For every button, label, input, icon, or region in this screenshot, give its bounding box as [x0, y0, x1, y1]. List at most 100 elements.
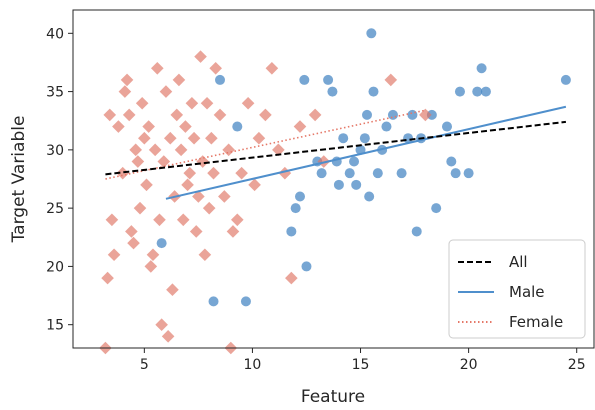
male-point — [327, 86, 338, 97]
female-point — [218, 190, 231, 203]
female-point — [189, 225, 203, 238]
male-point — [476, 63, 487, 74]
female-point — [166, 283, 179, 297]
female-point — [161, 330, 175, 343]
x-tick-label: 5 — [140, 357, 149, 373]
female-point — [125, 225, 138, 238]
male-point — [407, 109, 418, 120]
female-point — [120, 73, 134, 87]
female-point — [163, 131, 177, 145]
male-point — [232, 121, 243, 132]
male-point — [290, 203, 301, 214]
legend: All Male Female — [448, 239, 586, 339]
male-point — [215, 74, 226, 85]
female-point — [265, 61, 279, 75]
x-tick-label: 25 — [568, 357, 586, 373]
female-point — [138, 131, 151, 145]
female-point — [159, 85, 173, 98]
female-point — [419, 108, 432, 122]
male-point — [362, 109, 373, 120]
male-point — [286, 226, 297, 237]
male-point — [472, 86, 483, 97]
all-fit-line — [105, 120, 567, 176]
male-point — [387, 109, 398, 120]
male-point — [463, 168, 474, 179]
female-point — [176, 213, 190, 227]
female-point — [151, 61, 164, 75]
female-point — [207, 166, 220, 180]
male-point — [426, 109, 437, 120]
data-markers — [99, 28, 571, 355]
female-point — [308, 108, 322, 122]
female-point — [105, 213, 119, 227]
male-point — [454, 86, 465, 97]
female-point — [194, 50, 207, 63]
female-point — [116, 166, 130, 180]
y-tick-label: 25 — [46, 201, 64, 217]
legend-label-all: All — [509, 253, 528, 271]
legend-label-male: Male — [509, 283, 545, 301]
legend-box — [448, 239, 586, 339]
y-tick-label: 35 — [46, 85, 64, 101]
female-point — [226, 225, 240, 238]
female-point — [146, 248, 160, 262]
male-point — [446, 156, 457, 167]
female-point — [293, 120, 307, 133]
female-point — [172, 73, 186, 87]
male-point — [560, 74, 571, 85]
female-point — [209, 61, 222, 75]
male-point — [431, 203, 442, 214]
female-point — [198, 248, 212, 262]
legend-label-female: Female — [509, 313, 563, 331]
female-point — [118, 85, 132, 98]
male-point — [156, 238, 167, 249]
male-point — [208, 296, 219, 307]
male-point — [364, 191, 375, 202]
axis-ticks: 5 10 15 20 25 15 20 25 30 35 40 — [46, 26, 585, 373]
female-point — [183, 166, 197, 180]
female-point — [285, 271, 298, 285]
male-point — [396, 168, 407, 179]
male-point — [368, 86, 379, 97]
male-point — [338, 133, 349, 144]
male-point — [441, 121, 452, 132]
female-point — [384, 73, 398, 87]
x-tick-label: 20 — [460, 357, 478, 373]
male-point — [366, 28, 377, 39]
female-point — [127, 236, 140, 250]
female-point — [230, 213, 244, 227]
x-tick-label: 10 — [244, 357, 262, 373]
female-point — [131, 155, 145, 168]
male-point — [480, 86, 491, 97]
male-point — [381, 121, 392, 132]
male-point — [333, 179, 344, 190]
male-point — [349, 156, 360, 167]
male-point — [359, 133, 370, 144]
female-point — [133, 201, 147, 215]
female-point — [135, 96, 149, 110]
male-point — [294, 191, 305, 202]
female-point — [187, 131, 201, 145]
male-point — [355, 144, 366, 155]
female-point — [181, 178, 194, 192]
female-point — [153, 213, 166, 227]
y-tick-label: 20 — [46, 259, 64, 275]
plot-frame — [72, 9, 595, 349]
female-point — [157, 155, 171, 168]
x-axis-label: Feature — [301, 387, 365, 407]
male-point — [344, 168, 355, 179]
female-point — [144, 260, 158, 273]
female-point — [179, 120, 192, 133]
female-point — [122, 108, 136, 122]
female-point — [205, 131, 218, 145]
female-point — [192, 190, 205, 203]
y-axis-label: Target Variable — [9, 116, 29, 244]
female-point — [185, 96, 199, 110]
female-point — [235, 166, 248, 180]
female-point — [202, 201, 216, 215]
male-point — [299, 74, 310, 85]
male-point — [316, 168, 327, 179]
female-point — [103, 108, 117, 122]
female-point — [142, 120, 155, 133]
